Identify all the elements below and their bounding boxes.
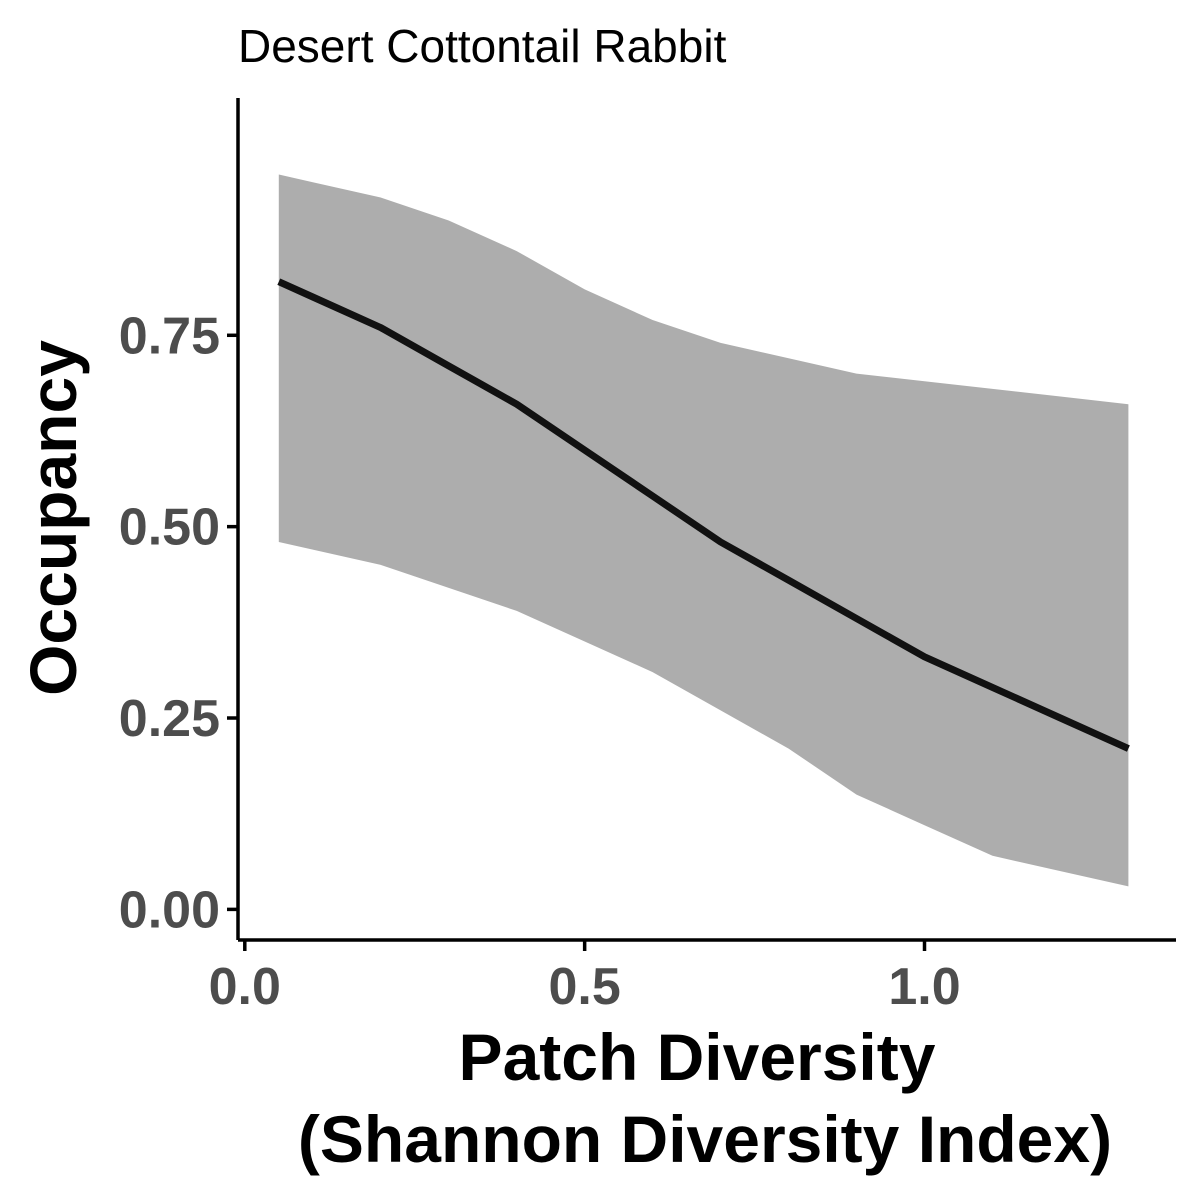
x-axis: 0.0 0.5 1.0 — [209, 938, 1176, 1016]
y-axis-title: Occupancy — [16, 340, 90, 696]
y-tick-label: 0.75 — [119, 307, 220, 365]
chart-title: Desert Cottontail Rabbit — [238, 20, 727, 72]
y-tick-label: 0.25 — [119, 690, 220, 748]
x-tick-label: 0.0 — [209, 958, 281, 1016]
x-tick-label: 0.5 — [549, 958, 621, 1016]
y-axis: 0.00 0.25 0.50 0.75 — [119, 98, 240, 940]
x-axis-title-line-1: Patch Diversity — [459, 1020, 936, 1094]
x-tick-label: 1.0 — [888, 958, 960, 1016]
y-tick-label: 0.00 — [119, 881, 220, 939]
y-tick-label: 0.50 — [119, 499, 220, 557]
occupancy-trend-line — [277, 278, 1130, 752]
x-axis-title-line-2: (Shannon Diversity Index) — [298, 1102, 1112, 1176]
